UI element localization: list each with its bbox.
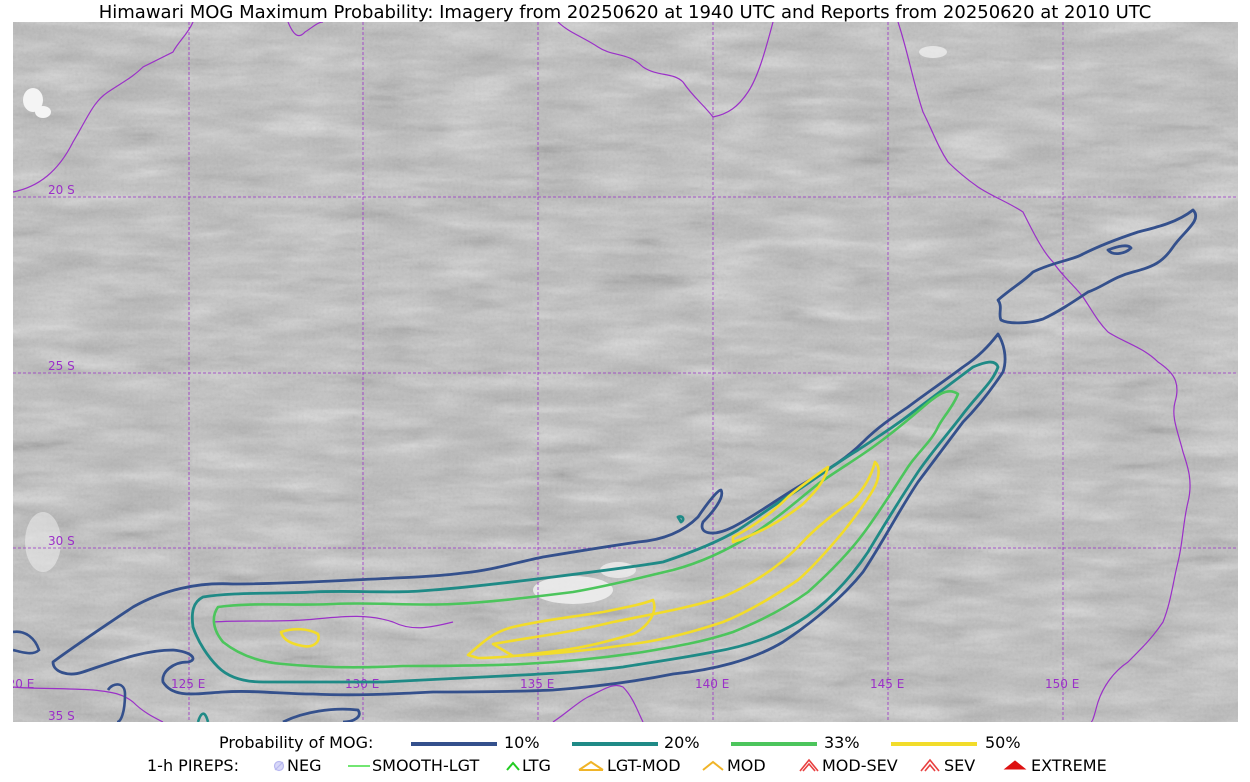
legend-label-33: 33% (824, 733, 860, 752)
mod-sev-icon (799, 758, 819, 772)
lon-label: 150 E (1045, 677, 1079, 691)
contour-50 (279, 460, 880, 660)
pireps-legend: 1-h PIREPS: NEG SMOOTH-LGT LTG LGT-MOD M… (0, 756, 1250, 776)
lgt-mod-icon (578, 760, 604, 771)
ltg-icon (506, 761, 520, 771)
map-title: Himawari MOG Maximum Probability: Imager… (98, 2, 1152, 23)
sev-icon (920, 758, 940, 772)
contour-33 (212, 389, 960, 669)
contour-20-swatch (572, 742, 658, 746)
mod-icon (702, 760, 724, 771)
lon-label: 135 E (520, 677, 554, 691)
lon-label: 130 E (345, 677, 379, 691)
extreme-icon (1003, 760, 1027, 770)
legend-label-10: 10% (504, 733, 540, 752)
pirep-label-mod-sev: MOD-SEV (822, 756, 898, 775)
lon-label: 140 E (695, 677, 729, 691)
lat-label: 20 S (48, 183, 75, 197)
pirep-label-smooth-lgt: SMOOTH-LGT (372, 756, 480, 775)
smooth-lgt-icon (348, 765, 370, 767)
contour-33-swatch (731, 742, 817, 746)
contour-fragments (13, 630, 210, 722)
neg-icon (273, 760, 285, 772)
contour-10-swatch (411, 742, 497, 746)
probability-legend-title: Probability of MOG: (219, 733, 374, 752)
pirep-label-mod: MOD (727, 756, 766, 775)
lat-label: 25 S (48, 359, 75, 373)
pirep-label-ltg: LTG (522, 756, 551, 775)
imagery-noise (13, 22, 1238, 722)
lat-label: 35 S (48, 709, 75, 722)
legend-label-20: 20% (664, 733, 700, 752)
probability-legend: Probability of MOG: 10% 20% 33% 50% (0, 733, 1250, 753)
contour-50-swatch (891, 742, 977, 746)
legend-label-50: 50% (985, 733, 1021, 752)
contour-20 (190, 360, 1000, 684)
contour-10 (51, 208, 1197, 722)
pirep-label-lgt-mod: LGT-MOD (607, 756, 681, 775)
lon-label: 125 E (171, 677, 205, 691)
lon-label: 145 E (870, 677, 904, 691)
coastline (13, 22, 1191, 722)
satellite-map: 20 S 25 S 30 S 35 S 120 E 125 E 130 E 13… (13, 22, 1238, 722)
lat-label: 30 S (48, 534, 75, 548)
lon-label: 120 E (13, 677, 34, 691)
pirep-label-extreme: EXTREME (1031, 756, 1107, 775)
gridlines (13, 22, 1238, 722)
pireps-legend-title: 1-h PIREPS: (147, 756, 239, 775)
pirep-label-neg: NEG (287, 756, 322, 775)
pirep-label-sev: SEV (944, 756, 976, 775)
